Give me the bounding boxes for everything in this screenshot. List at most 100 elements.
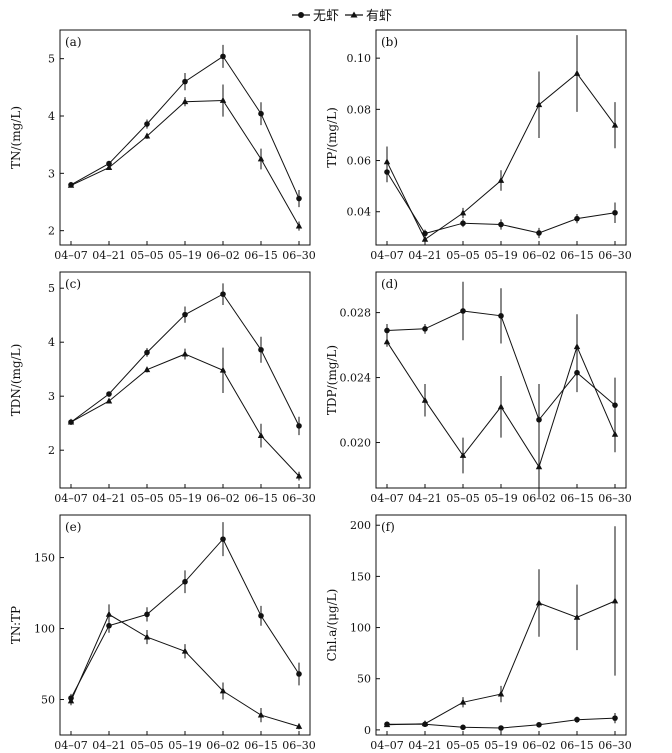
panel-label: (c) <box>65 277 81 291</box>
data-point-triangle <box>573 613 581 620</box>
x-tick-label: 04–21 <box>408 492 442 505</box>
data-point-triangle <box>67 181 75 188</box>
data-point-triangle <box>421 396 429 403</box>
y-tick-label: 0.04 <box>347 206 372 219</box>
data-point-circle <box>612 715 618 721</box>
data-point-triangle <box>573 343 581 350</box>
data-point-triangle <box>295 722 303 729</box>
series-with-shrimp <box>67 604 303 730</box>
data-point-circle <box>498 313 504 319</box>
data-point-circle <box>460 724 466 731</box>
x-tick-label: 06–02 <box>522 739 556 752</box>
panel-label: (d) <box>381 277 398 291</box>
x-tick-label: 06–15 <box>244 249 278 262</box>
x-tick-label: 06–15 <box>244 739 278 752</box>
data-point-triangle <box>497 176 505 183</box>
series-no-shrimp <box>68 44 302 208</box>
x-tick-label: 04–07 <box>54 249 88 262</box>
data-point-triangle <box>105 164 113 170</box>
data-point-circle <box>574 716 580 723</box>
data-point-circle <box>220 53 226 60</box>
x-tick-label: 04–07 <box>370 739 404 752</box>
data-point-circle <box>296 423 302 429</box>
figure: (a) TN/(mg/L) 2 3 4 5 04–07 04–21 05–05 05–19 06–0… <box>9 29 632 752</box>
data-point-triangle <box>421 720 429 727</box>
y-tick-label: 2 <box>48 444 55 457</box>
series-with-shrimp <box>67 347 303 481</box>
data-point-triangle <box>219 366 227 373</box>
data-point-triangle <box>219 687 227 694</box>
panel-label: (f) <box>381 520 395 534</box>
x-tick-label: 04–21 <box>92 492 126 505</box>
legend: 无虾 有虾 <box>292 9 392 24</box>
x-tick-label: 05–05 <box>446 492 480 505</box>
data-point-triangle <box>67 697 75 704</box>
data-point-circle <box>460 308 466 314</box>
panel-3: (c) TDN/(mg/L) 2 3 4 5 04–07 04–21 05–05 05–19 06–… <box>9 271 316 505</box>
series-with-shrimp-line <box>70 99 300 227</box>
x-tick-label: 06–30 <box>598 739 632 752</box>
panel-4: (d) TDP/(mg/L) 0.020 0.024 0.028 04–07 04–21 05… <box>325 271 632 505</box>
legend-item-no-shrimp: 无虾 <box>292 9 339 24</box>
y-axis-label: TDN/(mg/L) <box>9 344 23 417</box>
x-tick-label: 06–02 <box>522 249 556 262</box>
y-tick-label: 0.10 <box>347 52 372 65</box>
data-point-triangle <box>295 472 303 479</box>
series-with-shrimp-line <box>386 600 616 726</box>
data-point-triangle <box>383 338 391 345</box>
panel-5: (e) TN:TP 50 100 150 04–07 04–21 05–05 05–19 06–0… <box>9 514 316 752</box>
x-tick-label: 05–05 <box>446 739 480 752</box>
legend-circle-marker <box>298 12 304 18</box>
data-point-triangle <box>219 96 227 103</box>
data-point-triangle <box>105 397 113 404</box>
y-tick-label: 4 <box>48 110 55 123</box>
y-tick-label: 100 <box>34 623 55 636</box>
data-point-circle <box>536 416 542 423</box>
y-tick-label: 0.020 <box>340 437 372 450</box>
x-tick-label: 06–15 <box>244 492 278 505</box>
data-point-circle <box>106 160 112 167</box>
data-point-triangle <box>459 209 467 216</box>
panel-label: (e) <box>65 520 81 534</box>
x-tick-label: 04–07 <box>370 492 404 505</box>
data-point-circle <box>422 230 428 237</box>
x-tick-label: 05–19 <box>484 249 518 262</box>
data-point-circle <box>182 78 188 85</box>
y-axis-label: TN:TP <box>9 606 23 644</box>
data-point-circle <box>536 230 542 236</box>
x-tick-label: 05–19 <box>484 492 518 505</box>
panel-label: (a) <box>65 35 82 49</box>
x-tick-label: 04–21 <box>408 249 442 262</box>
x-tick-label: 05–19 <box>168 492 202 505</box>
x-tick-label: 06–02 <box>206 492 240 505</box>
x-tick-label: 06–02 <box>206 739 240 752</box>
data-point-circle <box>612 209 618 216</box>
y-tick-label: 0.08 <box>347 103 372 116</box>
data-point-triangle <box>611 430 619 437</box>
series-no-shrimp <box>68 283 302 436</box>
data-point-triangle <box>181 350 189 357</box>
data-point-circle <box>498 221 504 228</box>
y-tick-label: 2 <box>48 225 55 238</box>
x-tick-label: 05–19 <box>168 739 202 752</box>
x-tick-label: 06–02 <box>206 249 240 262</box>
data-point-triangle <box>257 155 265 162</box>
series-with-shrimp-line <box>70 613 300 727</box>
data-point-circle <box>220 536 226 542</box>
data-point-triangle <box>611 597 619 604</box>
x-tick-label: 06–30 <box>598 249 632 262</box>
data-point-circle <box>258 612 264 619</box>
data-point-triangle <box>383 158 391 165</box>
x-tick-label: 06–15 <box>560 249 594 262</box>
data-point-circle <box>296 195 302 202</box>
legend-label-no-shrimp: 无虾 <box>313 9 339 24</box>
data-point-circle <box>182 311 188 318</box>
y-tick-label: 0.024 <box>340 372 372 385</box>
data-point-circle <box>106 622 112 629</box>
x-tick-label: 04–21 <box>92 739 126 752</box>
x-tick-label: 05–19 <box>168 249 202 262</box>
data-point-circle <box>384 327 390 334</box>
panel-frame <box>59 514 311 736</box>
x-tick-label: 04–07 <box>370 249 404 262</box>
data-point-triangle <box>67 418 75 425</box>
